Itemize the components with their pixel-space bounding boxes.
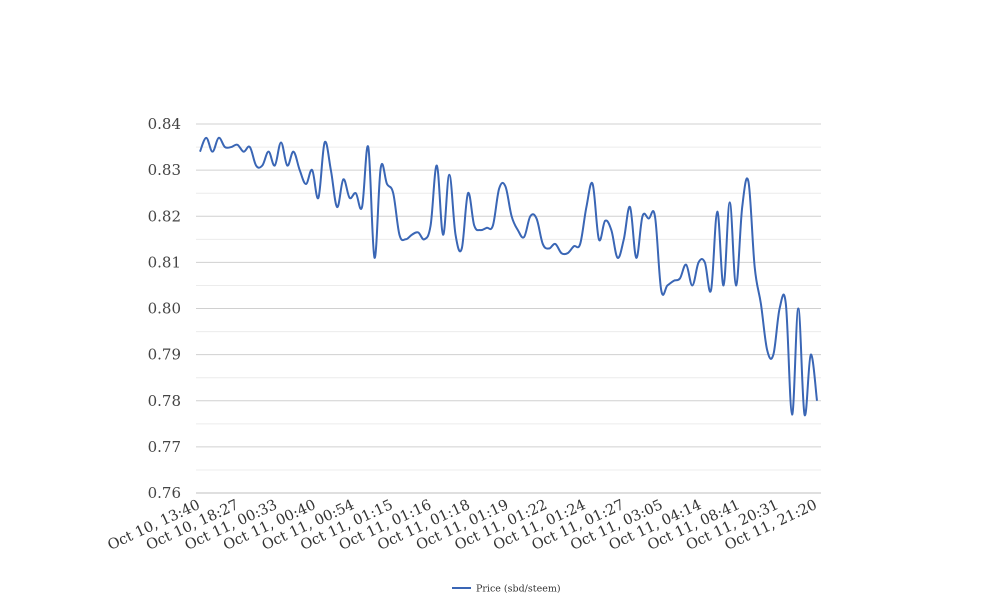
y-tick-label: 0.83 bbox=[148, 161, 181, 179]
y-tick-label: 0.79 bbox=[148, 346, 181, 364]
legend: Price (sbd/steem) bbox=[452, 584, 561, 595]
series-line-price bbox=[199, 136, 818, 416]
legend-label-price: Price (sbd/steem) bbox=[476, 584, 561, 595]
y-tick-label: 0.76 bbox=[148, 484, 181, 502]
y-tick-label: 0.80 bbox=[148, 300, 181, 318]
gridlines bbox=[196, 123, 821, 494]
y-tick-label: 0.84 bbox=[148, 115, 181, 133]
y-tick-label: 0.78 bbox=[148, 392, 181, 410]
y-axis-tick-labels: 0.76 0.77 0.78 0.79 0.80 0.81 0.82 0.83 0.84 bbox=[148, 115, 181, 502]
y-tick-label: 0.82 bbox=[148, 207, 181, 225]
y-tick-label: 0.77 bbox=[148, 438, 181, 456]
y-tick-label: 0.81 bbox=[148, 253, 181, 271]
